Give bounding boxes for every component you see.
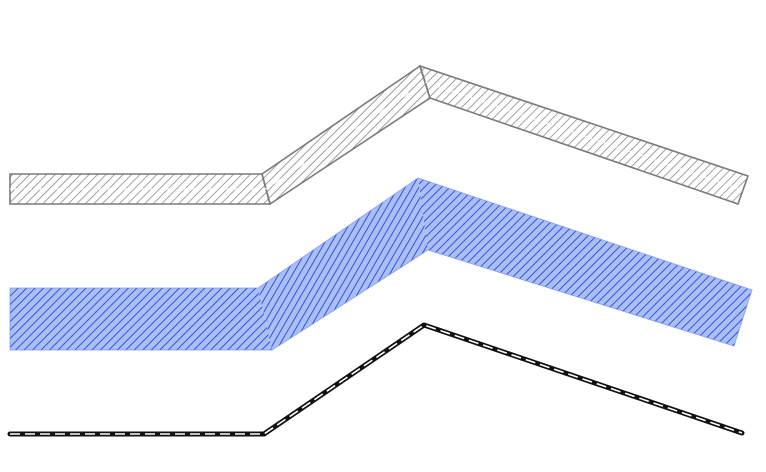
black-dashed-line xyxy=(7,322,745,437)
gray-band-segment-3 xyxy=(418,64,750,206)
blue-hatched-band xyxy=(9,177,753,351)
blue-band-segment-2 xyxy=(258,178,428,350)
blue-band-segment-3 xyxy=(418,178,752,346)
gray-band-centerline xyxy=(10,81,744,191)
blue-band-segment-1 xyxy=(10,288,272,350)
black-line-dashes xyxy=(10,324,743,435)
blue-band-outline xyxy=(9,177,753,351)
gray-hatched-band xyxy=(9,64,750,206)
